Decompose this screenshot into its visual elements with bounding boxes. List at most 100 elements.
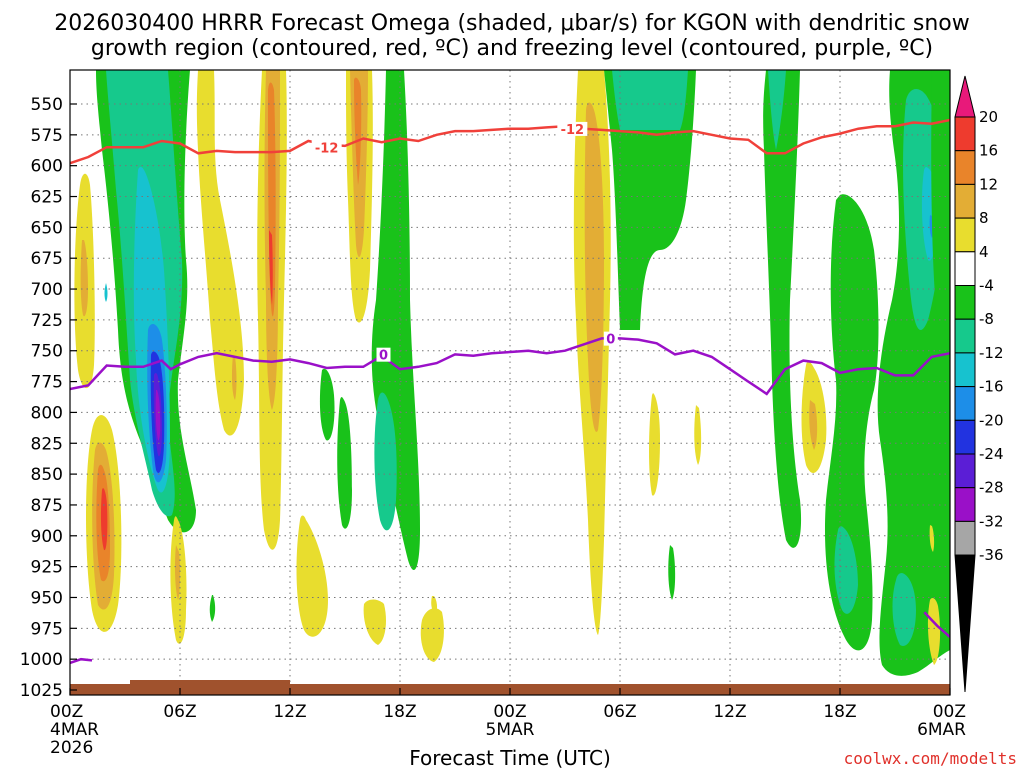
chart-title-line2: growth region (contoured, red, ºC) and f… [91,36,933,61]
colorbar-segment [954,419,976,455]
omega-neg-cell-15 [604,70,696,330]
omega-pos-cell-14 [694,405,702,465]
contour-label-0-bg [376,347,391,362]
credit-text: coolwx.com/modelts [844,749,1017,768]
x-tick-label: 18Z [383,702,416,722]
omega-neg-cell-7-12 [374,392,397,531]
colorbar-segment [954,251,976,287]
colorbar-label: -8 [979,310,994,328]
y-tick-label: 925 [31,558,63,578]
omega-neg-cell-21 [892,573,916,646]
contour-label-0: 0 [606,333,615,348]
y-tick-label: 950 [31,588,63,608]
y-tick-label: 650 [31,218,63,238]
colorbar-label: -28 [979,479,1004,497]
contour-0C-low [70,657,93,665]
y-tick-label: 600 [31,157,63,177]
omega-neg-cell-big-32 [155,390,161,441]
y-tick-label: 1000 [20,650,63,670]
plot-area: -12 -12 0 0 [70,70,950,695]
colorbar-label: -20 [979,411,1004,429]
colorbar-label: 20 [979,108,998,126]
colorbar-label: -32 [979,512,1004,530]
omega-neg-cell-15-12 [612,70,688,130]
colorbar-label: -16 [979,378,1004,396]
contour-minus12C [70,118,950,165]
x-tick-label: 00Z [933,702,966,722]
y-tick-label: 725 [31,311,63,331]
y-tick-label: 825 [31,434,63,454]
contour-label-minus12-bg [557,121,588,136]
colorbar-label: 8 [979,209,989,227]
colorbar-segment [954,217,976,253]
y-tick-label: 800 [31,403,63,423]
colorbar: 20 16 12 8 4 -4 -8 -12 -16 -20 -24 -28 -32 -36 [954,75,1004,693]
contour-label-minus12: -12 [315,141,339,156]
omega-pos-cell-6-12 [354,77,362,185]
y-tick-label: 875 [31,496,63,516]
omega-pos-cell-10 [363,599,386,645]
contour-label-0: 0 [379,349,388,364]
grid-lines [70,70,950,695]
y-tick-label: 775 [31,373,63,393]
ground-bump [130,680,290,684]
chart-title-line1: 2026030400 HRRR Forecast Omega (shaded, … [54,11,969,36]
colorbar-label: 4 [979,243,989,261]
y-tick-label: 900 [31,527,63,547]
y-tick-label: 750 [31,342,63,362]
colorbar-arrow-bottom [954,554,976,693]
colorbar-label: -4 [979,277,994,295]
colorbar-segment [954,150,976,185]
x-tick-date: 5MAR [486,720,535,740]
contour-label-0-bg [603,331,618,346]
omega-pos-cell-11b [431,596,438,614]
y-tick-label: 575 [31,126,63,146]
omega-neg-cell-8 [319,368,335,441]
x-tick-label: 00Z [493,702,526,722]
y-axis: 550 575 600 625 650 675 700 725 750 775 800 825 850 8… [20,95,77,701]
omega-pos-cell-3-spot [231,355,237,400]
omega-pos-cell-1-core [80,240,88,317]
x-axis-label: Forecast Time (UTC) [409,746,611,768]
colorbar-label: 16 [979,142,998,160]
contour-0C-right [923,611,950,638]
y-tick-label: 1025 [20,681,63,701]
y-tick-label: 550 [31,95,63,115]
omega-pos-cell-4-16 [269,230,273,305]
colorbar-segment [954,318,976,354]
x-tick-date: 4MAR [50,720,99,740]
omega-neg-cell-17-12 [768,70,786,150]
omega-shading [74,70,950,676]
x-tick-label: 00Z [50,702,83,722]
omega-pos-cell-18-8 [809,400,818,450]
colorbar-label: -12 [979,344,1004,362]
omega-neg-cell-22 [931,70,950,340]
omega-neg-spot-2 [209,595,216,622]
colorbar-segment [954,453,976,489]
x-tick-label: 06Z [163,702,196,722]
omega-pos-cell-2-core [174,545,181,600]
x-tick-label: 12Z [273,702,306,722]
omega-pos-cell-5 [296,515,328,637]
colorbar-segment [954,352,976,388]
omega-pos-cell-12-8 [584,102,604,432]
x-tick-date: 6MAR [917,720,966,740]
colorbar-segment [954,386,976,421]
y-tick-label: 675 [31,249,63,269]
y-tick-label: 850 [31,465,63,485]
x-tick-label: 12Z [713,702,746,722]
colorbar-label: -36 [979,546,1004,564]
omega-pos-cell-11 [420,608,444,662]
omega-neg-cell-17 [763,70,802,548]
colorbar-segment [954,183,976,219]
colorbar-segment [954,116,976,152]
colorbar-label: -24 [979,445,1004,463]
omega-neg-cell-19-12 [834,526,858,614]
colorbar-segment [954,520,976,556]
y-tick-label: 975 [31,619,63,639]
omega-neg-spot [104,283,108,302]
omega-neg-cell-9 [337,397,352,529]
omega-neg-cell-16 [668,545,676,600]
omega-pos-cell-0-16 [100,488,108,551]
